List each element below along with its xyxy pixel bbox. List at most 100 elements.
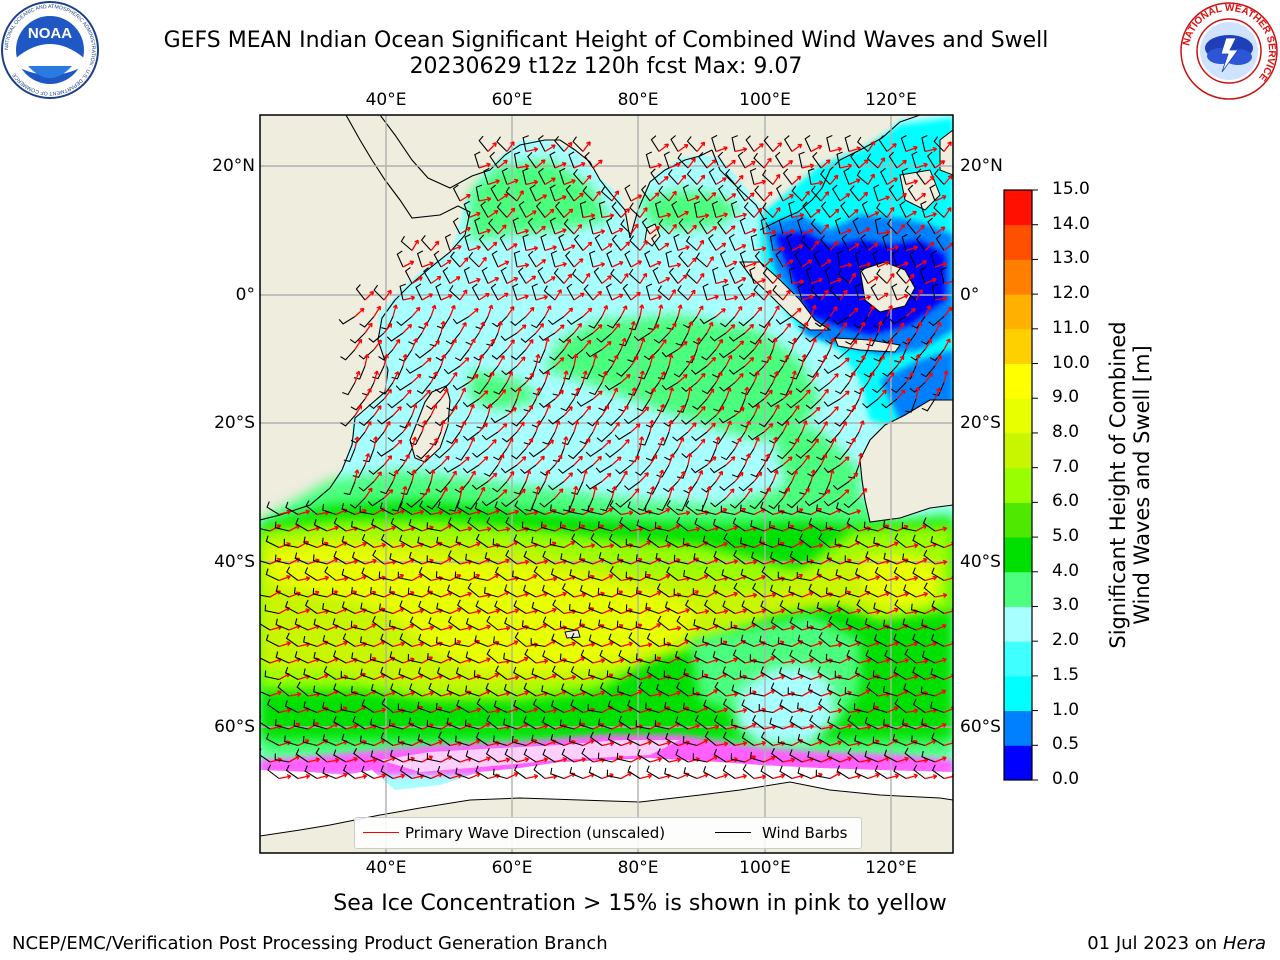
wind-barb [537,167,546,185]
colorbar-cell [1004,294,1032,330]
wind-barb [921,398,936,412]
wind-barb [738,481,755,492]
wave-direction-arrow [763,289,772,301]
wind-barb [731,135,738,152]
wind-barb [850,151,860,169]
wave-direction-arrow [459,289,468,301]
wind-barb [753,152,765,169]
wave-direction-arrow [601,404,610,416]
wave-direction-arrow [772,370,779,383]
wind-barb [500,266,508,284]
wave-direction-arrow [725,295,739,301]
wave-direction-arrow [658,403,665,416]
wind-barb [881,398,898,409]
wave-direction-arrow [753,370,760,383]
wave-direction-arrow [573,420,580,433]
wave-direction-arrow [649,162,662,169]
wave-direction-arrow [915,162,928,169]
wave-direction-arrow [478,256,487,268]
wave-direction-arrow [440,419,446,433]
wave-direction-arrow [601,305,609,317]
colorbar-cell [1004,641,1032,677]
colorbar-cell [1004,745,1032,781]
wind-barb [779,349,793,363]
wind-barb [511,415,527,427]
wave-direction-arrow [611,354,619,367]
wind-barb [377,415,394,425]
wind-barb [657,285,670,301]
wind-barb [455,415,470,428]
wave-direction-arrow [364,487,373,499]
wave-direction-arrow [506,178,519,186]
wave-direction-arrow [601,472,612,482]
wave-direction-arrow [478,196,492,202]
wave-direction-arrow [782,259,794,268]
wind-barb [904,365,917,380]
wind-barb [837,268,850,284]
wave-direction-arrow [582,174,592,185]
wave-direction-arrow [525,469,532,482]
wave-direction-arrow [478,228,491,235]
wave-direction-arrow [611,421,620,433]
wave-direction-arrow [810,337,817,350]
wave-direction-arrow [449,371,458,383]
wave-direction-arrow [554,454,563,466]
wave-direction-arrow [820,159,831,169]
wave-direction-arrow [430,404,438,416]
wind-barb [353,365,366,380]
wave-direction-arrow [924,146,938,153]
wind-barb [513,151,521,169]
wave-direction-arrow [592,390,603,400]
wind-barb [623,415,641,425]
wave-direction-arrow [753,143,764,152]
wind-barb [372,365,385,380]
wind-barb [663,151,670,169]
wind-barb [717,151,727,169]
wind-barb [423,267,432,284]
wind-barb [823,365,841,375]
wave-direction-arrow [573,292,585,301]
wind-barb [812,152,822,169]
wind-barb [860,267,869,284]
wind-barb [920,365,936,378]
wave-direction-arrow [791,143,803,153]
wind-barb [720,316,736,328]
wind-barb [795,382,812,393]
wave-direction-arrow [544,469,551,482]
wave-direction-arrow [392,371,400,383]
wave-direction-arrow [421,321,429,334]
colorbar-tick-label: 9.0 [1052,387,1080,408]
wind-barb [445,332,461,345]
wave-direction-arrow [706,225,718,235]
wave-direction-arrow [649,353,655,367]
wave-direction-arrow [915,289,923,301]
wave-direction-arrow [383,323,393,334]
wind-barb [866,153,879,169]
wave-direction-arrow [383,353,389,367]
wave-direction-arrow [668,223,677,235]
wave-direction-arrow [801,259,813,268]
wave-direction-arrow [421,293,434,301]
wave-direction-arrow [487,209,499,219]
wave-direction-arrow [516,228,529,235]
wind-barb [769,234,777,251]
wave-direction-arrow [810,208,821,218]
wave-direction-arrow [810,240,820,251]
wave-direction-arrow [478,292,490,301]
wave-direction-arrow [373,436,379,449]
wave-direction-arrow [459,420,467,433]
wave-direction-arrow [563,472,574,482]
wind-barb [435,481,451,493]
nws-logo: NATIONAL WEATHER SERVICE [1180,2,1278,100]
wind-barb [489,151,499,169]
wave-direction-arrow [668,262,682,268]
wind-barb [640,185,651,202]
wind-barb [352,464,366,479]
wind-barb [645,448,660,462]
wave-direction-arrow [725,159,736,169]
wind-barb [794,415,812,424]
wave-direction-arrow [364,290,375,301]
wind-barb [654,200,662,218]
wave-direction-arrow [753,207,763,218]
wave-direction-arrow [668,162,681,169]
